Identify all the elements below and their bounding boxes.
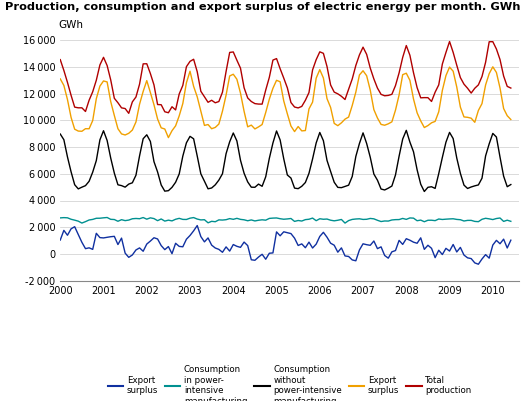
- Text: Production, consumption and export surplus of electric energy per month. GWh: Production, consumption and export surpl…: [5, 2, 521, 12]
- Text: GWh: GWh: [58, 20, 83, 30]
- Legend: Export
surplus, Consumption
in power-
intensive
manufacturing, Consumption
witho: Export surplus, Consumption in power- in…: [104, 362, 475, 401]
